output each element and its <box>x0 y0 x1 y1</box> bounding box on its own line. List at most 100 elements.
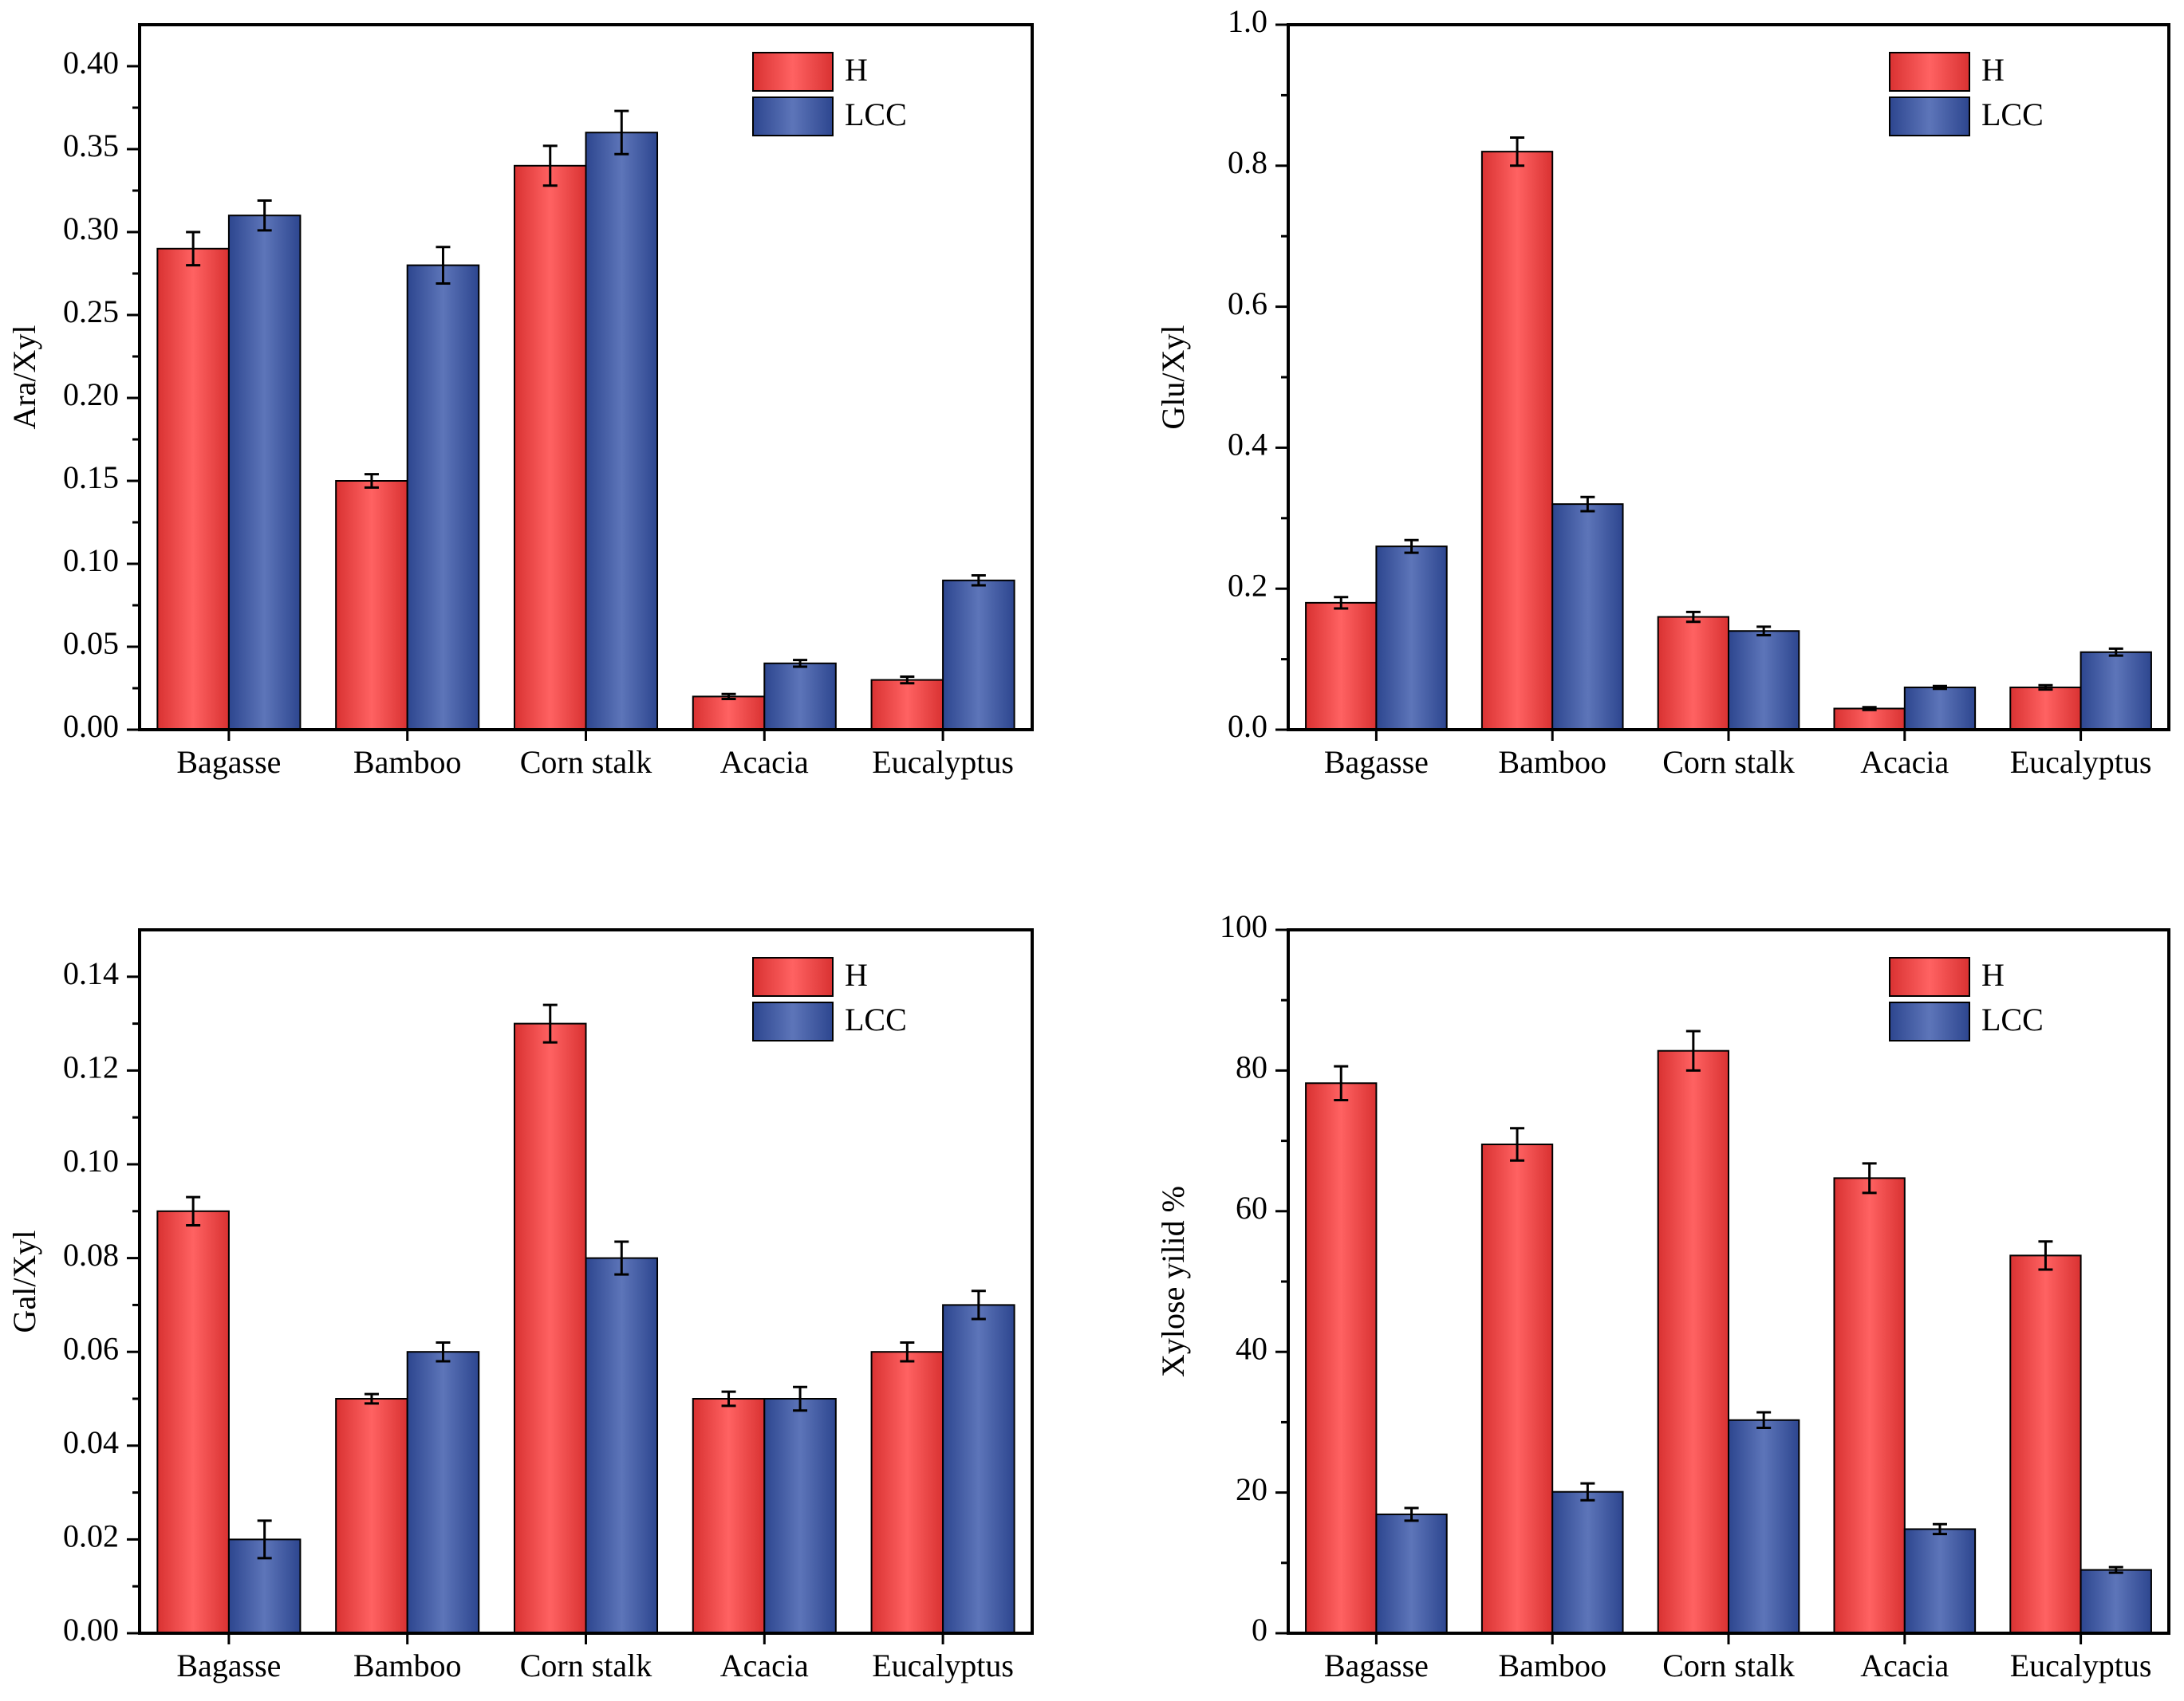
y-tick-label: 0.8 <box>1228 144 1267 180</box>
legend-label: H <box>1981 957 2005 993</box>
bar <box>1903 686 1977 731</box>
bar <box>1728 630 1800 730</box>
error-bar <box>721 692 736 701</box>
error-bar <box>257 199 272 232</box>
y-tick-label: 80 <box>1236 1049 1267 1085</box>
y-axis-label: Gal/Xyl <box>6 1230 42 1333</box>
x-tick-label: Bagasse <box>176 1648 281 1683</box>
bar <box>156 1210 230 1635</box>
legend-swatch <box>1889 52 1970 92</box>
bar <box>692 695 766 731</box>
error-bar <box>1510 136 1525 167</box>
x-tick-label: Acacia <box>1860 1648 1949 1683</box>
bar <box>1375 545 1448 730</box>
error-bar <box>1510 1127 1525 1162</box>
bar <box>942 1304 1015 1635</box>
y-tick-label: 0.04 <box>63 1424 119 1460</box>
legend-label: H <box>845 52 868 88</box>
bar <box>942 579 1015 730</box>
y-tick-label: 0.2 <box>1228 567 1267 603</box>
y-tick-label: 0.12 <box>63 1049 119 1085</box>
y-tick-label: 100 <box>1220 908 1267 944</box>
error-bar <box>1580 495 1595 513</box>
y-tick-label: 0.05 <box>63 625 119 661</box>
legend-label: H <box>845 957 868 993</box>
bar <box>227 215 302 730</box>
x-tick-label: Eucalyptus <box>872 744 1014 780</box>
error-bar <box>436 246 451 285</box>
legend-swatch <box>752 957 834 997</box>
y-tick-label: 0.14 <box>63 955 119 991</box>
error-bar <box>364 473 379 489</box>
bar <box>1903 1528 1977 1634</box>
bar <box>1551 1490 1624 1635</box>
legend-label: LCC <box>845 1002 907 1038</box>
bar <box>2080 651 2152 731</box>
legend-label: LCC <box>1981 96 2044 132</box>
error-bar <box>793 1385 808 1412</box>
y-tick-label: 0.02 <box>63 1518 119 1554</box>
error-bar <box>900 1341 915 1363</box>
bar <box>1728 1419 1800 1635</box>
bar <box>1305 1082 1378 1634</box>
legend-swatch <box>752 96 834 136</box>
y-tick-label: 0.35 <box>63 128 119 163</box>
legend-label: H <box>1981 52 2005 88</box>
bar <box>2009 1254 2082 1634</box>
error-bar <box>1685 610 1701 624</box>
error-bar <box>614 109 629 156</box>
legend-label: LCC <box>1981 1002 2044 1038</box>
x-tick-label: Bamboo <box>353 1648 462 1683</box>
y-axis-label: Ara/Xyl <box>6 325 42 429</box>
y-tick-label: 0.20 <box>63 376 119 412</box>
error-bar <box>1580 1482 1595 1502</box>
plot-frame <box>138 23 1034 731</box>
x-tick-label: Bagasse <box>176 744 281 780</box>
x-tick-label: Bamboo <box>353 744 462 780</box>
y-tick-label: 0.0 <box>1228 708 1267 744</box>
bar <box>1375 1513 1448 1635</box>
y-tick-label: 20 <box>1236 1471 1267 1507</box>
bar <box>585 1257 659 1634</box>
error-bar <box>542 144 558 187</box>
legend-swatch <box>1889 957 1970 997</box>
y-tick-label: 0.00 <box>63 708 119 744</box>
error-bar <box>257 1519 272 1560</box>
bar <box>1657 1049 1729 1634</box>
legend-swatch <box>1889 96 1970 136</box>
y-axis-label: Glu/Xyl <box>1155 325 1191 429</box>
y-tick-label: 0.30 <box>63 211 119 246</box>
y-tick-label: 60 <box>1236 1190 1267 1226</box>
plot-frame <box>138 928 1034 1635</box>
error-bar <box>2108 1565 2123 1574</box>
y-tick-label: 1.0 <box>1228 3 1267 39</box>
y-tick-label: 0.10 <box>63 1143 119 1179</box>
bar <box>1480 151 1554 730</box>
y-tick-label: 0.15 <box>63 459 119 495</box>
error-bar <box>614 1240 629 1276</box>
x-tick-label: Acacia <box>720 744 809 780</box>
x-tick-label: Acacia <box>720 1648 809 1683</box>
x-tick-label: Eucalyptus <box>2010 1648 2152 1683</box>
error-bar <box>186 1195 201 1227</box>
bar <box>1305 601 1378 730</box>
x-tick-label: Acacia <box>1860 744 1949 780</box>
error-bar <box>1404 538 1419 554</box>
error-bar <box>2108 647 2123 657</box>
bar <box>1657 616 1729 730</box>
error-bar <box>2038 683 2053 691</box>
bar <box>1833 1177 1906 1634</box>
bar <box>406 1351 480 1634</box>
y-tick-label: 0.4 <box>1228 427 1267 463</box>
bar <box>763 1398 837 1634</box>
plot-frame <box>1287 928 2170 1635</box>
error-bar <box>1932 1522 1947 1536</box>
bar <box>585 132 659 730</box>
bar <box>513 164 587 731</box>
error-bar <box>1756 1411 1772 1429</box>
legend-swatch <box>1889 1002 1970 1041</box>
error-bar <box>900 675 915 685</box>
error-bar <box>1404 1506 1419 1522</box>
error-bar <box>1862 706 1877 711</box>
